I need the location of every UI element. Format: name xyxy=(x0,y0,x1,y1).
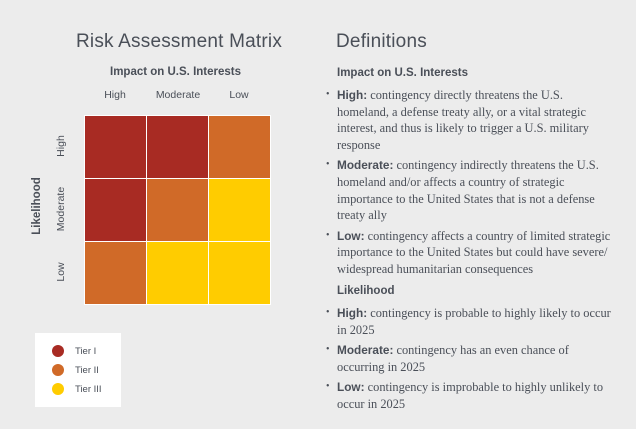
list-item: Low: contingency is improbable to highly… xyxy=(326,379,616,412)
list-item: High: contingency directly threatens the… xyxy=(326,87,616,153)
list-item: Moderate: contingency has an even chance… xyxy=(326,342,616,375)
row-label-low: Low xyxy=(55,262,67,282)
term: High: xyxy=(337,88,368,102)
matrix-cell-high-moderate xyxy=(146,115,209,179)
col-label-low: Low xyxy=(229,89,249,101)
row-label-moderate: Moderate xyxy=(55,186,67,232)
tier-1-dot-icon xyxy=(52,345,64,357)
impact-heading: Impact on U.S. Interests xyxy=(337,67,469,79)
tier-2-dot-icon xyxy=(52,364,64,376)
matrix-cell-low-moderate xyxy=(146,241,209,305)
list-item: Low: contingency affects a country of li… xyxy=(326,228,616,278)
y-axis-title: Likelihood xyxy=(31,177,43,235)
col-label-moderate: Moderate xyxy=(155,89,201,101)
definition-text: contingency is probable to highly likely… xyxy=(337,306,611,337)
legend-label: Tier II xyxy=(75,364,99,376)
definitions-title: Definitions xyxy=(336,31,427,52)
col-label-high: High xyxy=(104,89,126,101)
likelihood-definitions-list: High: contingency is probable to highly … xyxy=(326,305,616,417)
term: Low: xyxy=(337,228,365,243)
x-axis-title: Impact on U.S. Interests xyxy=(110,66,242,78)
matrix-cell-low-high xyxy=(84,241,147,305)
likelihood-heading: Likelihood xyxy=(337,285,395,297)
impact-definitions-list: High: contingency directly threatens the… xyxy=(326,87,616,282)
definition-text: contingency has an even chance of occurr… xyxy=(337,343,569,374)
legend-label: Tier III xyxy=(75,383,102,395)
matrix-cell-moderate-low xyxy=(208,178,271,242)
definition-text: contingency indirectly threatens the U.S… xyxy=(337,158,599,223)
tier-3-dot-icon xyxy=(52,383,64,395)
matrix-cell-low-low xyxy=(208,241,271,305)
legend-label: Tier I xyxy=(75,345,97,357)
definition-text: contingency directly threatens the U.S. … xyxy=(337,88,589,152)
matrix-title: Risk Assessment Matrix xyxy=(76,31,283,52)
legend-item-tier-3: Tier III xyxy=(52,383,102,395)
term: Moderate: xyxy=(337,343,394,358)
legend: Tier I Tier II Tier III xyxy=(35,333,121,407)
list-item: Moderate: contingency indirectly threate… xyxy=(326,157,616,223)
matrix-cell-moderate-moderate xyxy=(146,178,209,242)
legend-item-tier-1: Tier I xyxy=(52,345,96,357)
term: High: xyxy=(337,306,368,320)
matrix-cell-high-low xyxy=(208,115,271,179)
matrix-cell-high-high xyxy=(84,115,147,179)
term: Moderate: xyxy=(337,158,394,173)
list-item: High: contingency is probable to highly … xyxy=(326,305,616,338)
term: Low: xyxy=(337,380,365,395)
legend-item-tier-2: Tier II xyxy=(52,364,99,376)
row-label-high: High xyxy=(55,135,67,157)
definition-text: contingency affects a country of limited… xyxy=(337,228,611,276)
matrix-cell-moderate-high xyxy=(84,178,147,242)
definition-text: contingency is improbable to highly unli… xyxy=(337,380,604,411)
